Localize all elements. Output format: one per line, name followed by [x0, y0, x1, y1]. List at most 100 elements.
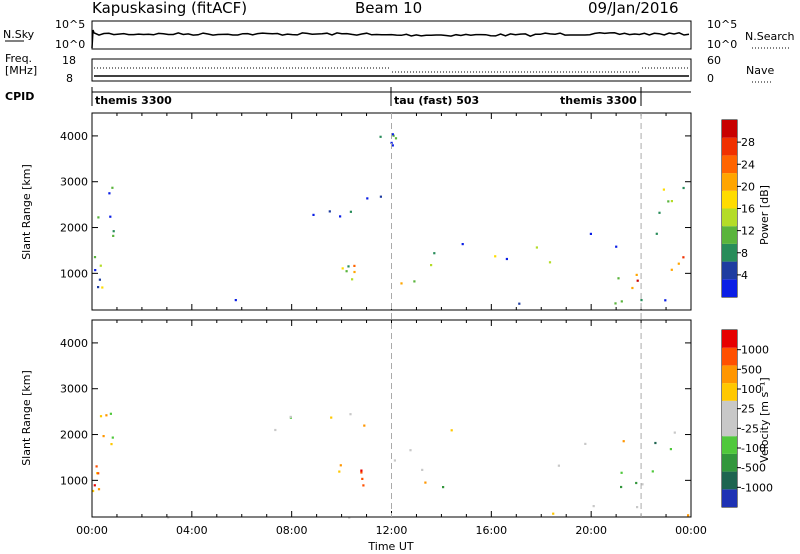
cpid-label: CPID [5, 90, 34, 103]
range-time-cell [635, 273, 638, 276]
colorbar-swatch [722, 400, 737, 419]
range-time-cell [409, 449, 412, 452]
power-colorbar-label: Power [dB] [758, 185, 771, 245]
colorbar-swatch [722, 190, 737, 209]
y-tick-label: 3000 [60, 383, 88, 396]
power-colorbar: 4 8 12 16 20 24 28 [722, 120, 755, 297]
range-time-cell [430, 264, 433, 267]
range-time-cell [421, 468, 424, 471]
power-ylabel: Slant Range [km] [20, 164, 33, 260]
range-time-cell [622, 440, 625, 443]
range-time-cell [312, 213, 315, 216]
range-time-cell [274, 428, 277, 432]
range-time-cell [111, 186, 114, 189]
range-time-cell [442, 486, 445, 489]
colorbar-tick-label: 4 [741, 269, 748, 282]
range-time-cell [341, 267, 344, 270]
nsky-trace [91, 29, 690, 49]
range-time-cell [687, 514, 690, 517]
colorbar-tick-label: 100 [741, 383, 762, 396]
colorbar-tick-label: -1000 [741, 481, 773, 494]
power-yticks: 1000 2000 3000 4000 [60, 130, 691, 280]
range-time-cell [363, 424, 366, 427]
nave-tick-top: 60 [707, 54, 721, 67]
y-tick-label: 1000 [60, 474, 88, 487]
x-tick-label: 16:00 [475, 524, 507, 537]
range-time-cell [635, 481, 638, 485]
range-time-cell [631, 286, 634, 290]
x-tick-label: 08:00 [276, 524, 308, 537]
x-tick-label: 00:00 [76, 524, 108, 537]
y-tick-label: 4000 [60, 337, 88, 350]
range-time-cell [345, 270, 348, 273]
colorbar-swatch [722, 279, 737, 297]
cpid-mode-1: themis 3300 [95, 94, 172, 107]
range-time-cell [651, 470, 654, 473]
range-time-cell [592, 505, 595, 508]
range-time-cell [330, 416, 333, 419]
range-time-cell [620, 300, 623, 303]
freq-label-line2: [MHz] [5, 64, 37, 77]
range-time-cell [97, 286, 100, 289]
x-tick-label: 04:00 [176, 524, 208, 537]
colorbar-tick-label: 20 [741, 180, 755, 193]
colorbar-tick-label: 1000 [741, 344, 769, 357]
range-time-cell [101, 286, 104, 289]
x-tick-label: 20:00 [575, 524, 607, 537]
range-time-cell [351, 278, 354, 281]
colorbar-swatch [722, 489, 737, 507]
range-time-cell [392, 134, 395, 137]
range-time-cell [99, 264, 102, 267]
colorbar-swatch [722, 365, 737, 384]
colorbar-tick-label: 16 [741, 203, 755, 216]
colorbar-swatch [722, 471, 737, 490]
range-time-cell [682, 256, 685, 259]
range-time-cell [379, 195, 382, 198]
station-title: Kapuskasing (fitACF) [92, 0, 247, 17]
colorbar-swatch [722, 261, 737, 280]
velocity-heatmap [92, 412, 690, 519]
range-time-cell [677, 262, 680, 265]
power-panel: Slant Range [km] 1000 2000 3000 4000 [20, 112, 692, 311]
range-time-cell [289, 415, 292, 418]
range-time-cell [102, 435, 105, 438]
range-time-cell [366, 197, 369, 200]
range-time-cell [349, 210, 352, 213]
colorbar-tick-label: 24 [741, 158, 755, 171]
range-time-cell [360, 471, 363, 474]
velocity-xticks: 00:00 04:00 08:00 12:00 16:00 20:00 00:00 [76, 320, 707, 537]
range-time-cell [548, 261, 552, 264]
mode-change-lines [391, 113, 642, 517]
range-time-cell [682, 186, 685, 190]
cpid-mode-3: themis 3300 [560, 94, 637, 107]
range-time-cell [658, 211, 661, 214]
range-time-cell [641, 483, 644, 486]
range-time-cell [105, 414, 108, 417]
nsky-tick-top: 10^5 [55, 18, 85, 31]
nsearch-tick-bottom: 10^0 [707, 38, 737, 51]
freq-tick-bottom: 8 [66, 72, 73, 85]
cpid-mode-2: tau (fast) 503 [394, 94, 479, 107]
range-time-cell [339, 215, 342, 218]
range-time-cell [328, 210, 331, 213]
y-tick-label: 2000 [60, 222, 88, 235]
velocity-yticks: 1000 2000 3000 4000 [60, 337, 691, 487]
range-time-cell [636, 506, 639, 509]
nsearch-tick-top: 10^5 [707, 18, 737, 31]
colorbar-swatch [722, 120, 737, 138]
range-time-cell [109, 412, 112, 415]
range-time-cell [391, 144, 394, 147]
velocity-colorbar: 1000 500 100 25 -25 -100 -500 -1000 [722, 330, 773, 507]
colorbar-tick-label: 500 [741, 363, 762, 376]
colorbar-tick-label: -25 [741, 422, 759, 435]
range-time-cell [97, 488, 101, 491]
colorbar-swatch [722, 418, 737, 437]
range-time-cell [413, 280, 416, 283]
time-axis-label: Time UT [367, 540, 413, 553]
y-tick-label: 1000 [60, 267, 88, 280]
range-time-cell [234, 299, 237, 302]
range-time-cell [620, 471, 623, 474]
range-time-cell [494, 255, 497, 258]
